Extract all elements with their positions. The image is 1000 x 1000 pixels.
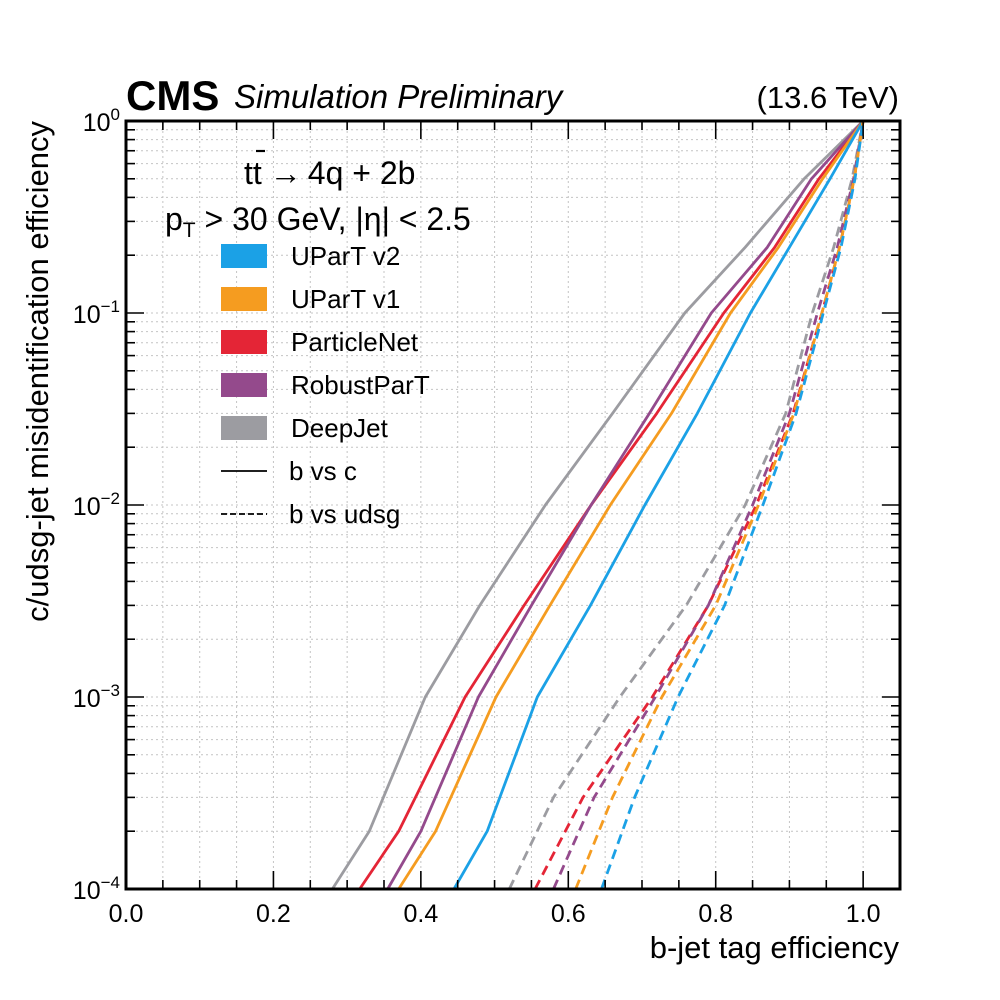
experiment-label: CMS — [126, 72, 219, 119]
y-tick-label: 10−4 — [73, 873, 120, 905]
curves — [331, 120, 865, 890]
curve-particlenet-b-vs-c — [358, 120, 865, 890]
curve-upart-v2-b-vs-udsg — [600, 120, 865, 890]
y-tick-label: 10−1 — [73, 297, 120, 329]
legend-label: DeepJet — [291, 413, 389, 443]
curve-particlenet-b-vs-udsg — [533, 120, 865, 890]
y-tick-label: 10−2 — [73, 489, 120, 521]
legend-item: DeepJet — [221, 413, 389, 443]
process-annotation: tt → 4q + 2b — [244, 149, 415, 191]
x-tick-label: 0.6 — [551, 900, 586, 928]
curve-upart-v1-b-vs-c — [397, 120, 865, 890]
legend-item: ParticleNet — [221, 327, 419, 357]
x-tick-label: 0.2 — [256, 900, 291, 928]
process-t: t — [244, 155, 253, 191]
legend-item: UParT v1 — [221, 284, 400, 314]
y-axis-title: c/udsg-jet misidentification efficiency — [20, 121, 55, 622]
x-tick-label: 0.0 — [109, 900, 144, 928]
cuts-pt: p — [165, 201, 183, 237]
curve-upart-v1-b-vs-udsg — [574, 120, 865, 890]
x-axis-title: b-jet tag efficiency — [650, 930, 900, 965]
x-tick-label: 0.4 — [403, 900, 438, 928]
y-tick-labels: 100 10−1 10−2 10−3 10−4 — [73, 105, 120, 905]
legend-label: ParticleNet — [291, 327, 419, 357]
kinematic-cuts: pT > 30 GeV, |η| < 2.5 — [165, 201, 471, 242]
x-tick-label: 1.0 — [846, 900, 881, 928]
legend: UParT v2 UParT v1 ParticleNet RobustParT Dee… — [221, 241, 430, 529]
energy-label: (13.6 TeV) — [757, 80, 899, 115]
cuts-rest: > 30 GeV, |η| < 2.5 — [196, 201, 471, 237]
process-tbar: t — [253, 155, 262, 191]
process-arrow: → — [270, 155, 302, 191]
curve-robustpart-b-vs-c — [386, 120, 865, 890]
legend-swatch — [221, 330, 267, 354]
legend-item: RobustParT — [221, 370, 430, 400]
x-tick-label: 0.8 — [698, 900, 733, 928]
legend-label: UParT v1 — [291, 284, 400, 314]
grid — [126, 121, 901, 889]
curve-upart-v2-b-vs-c — [452, 120, 865, 890]
legend-label: RobustParT — [291, 370, 430, 400]
legend-swatch — [221, 287, 267, 311]
legend-swatch — [221, 416, 267, 440]
legend-label: UParT v2 — [291, 241, 400, 271]
curve-robustpart-b-vs-udsg — [552, 120, 865, 890]
legend-swatch — [221, 373, 267, 397]
y-tick-label: 10−3 — [73, 681, 120, 713]
curve-deepjet-b-vs-udsg — [508, 120, 865, 890]
plot-frame — [124, 119, 902, 891]
legend-label: b vs udsg — [289, 499, 400, 529]
legend-item: UParT v2 — [221, 241, 400, 271]
cuts-pt-sub: T — [183, 219, 196, 242]
status-label: Simulation Preliminary — [234, 78, 565, 115]
legend-label: b vs c — [289, 456, 357, 486]
curve-deepjet-b-vs-c — [331, 120, 865, 890]
legend-item: b vs c — [221, 456, 357, 486]
legend-item: b vs udsg — [221, 499, 400, 529]
legend-swatch — [221, 244, 267, 268]
y-tick-label: 100 — [83, 105, 120, 137]
process-rest: 4q + 2b — [308, 155, 416, 191]
x-tick-labels: 0.0 0.2 0.4 0.6 0.8 1.0 — [109, 900, 881, 928]
process-text: tt → 4q + 2b — [244, 155, 415, 191]
